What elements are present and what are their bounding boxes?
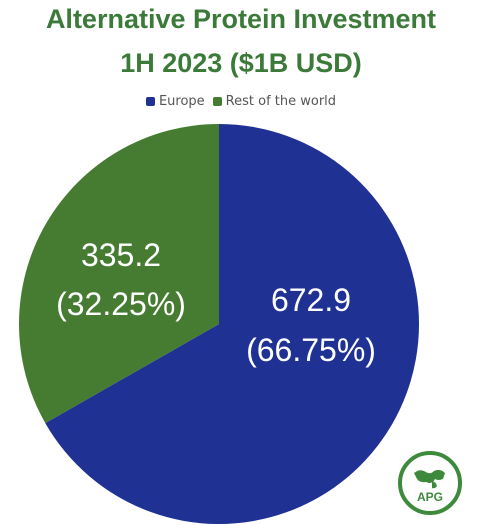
chart-legend: Europe Rest of the world [0, 94, 482, 109]
legend-item-rest-of-world: Rest of the world [212, 94, 337, 109]
chart-title-line-1: Alternative Protein Investment [45, 4, 437, 34]
logo-text: APG [417, 490, 443, 504]
slice-percent-label-rest-of-world: (32.25%) [56, 286, 186, 322]
chart-title-line-2: 1H 2023 ($1B USD) [120, 48, 362, 78]
apg-logo-icon: APG [398, 451, 462, 515]
pie-labels: 672.9 (66.75%) 335.2 (32.25%) [56, 237, 376, 368]
pie-slice-europe [45, 124, 419, 524]
legend-label-rest-of-world: Rest of the world [225, 94, 337, 109]
legend-swatch-rest-of-world [212, 97, 222, 106]
slice-value-label-europe: 672.9 [271, 282, 351, 318]
legend-label-europe: Europe [158, 94, 205, 109]
legend-item-europe: Europe [145, 94, 205, 109]
pie-slices [18, 124, 419, 524]
slice-value-label-rest-of-world: 335.2 [81, 237, 161, 273]
slice-percent-label-europe: (66.75%) [246, 332, 376, 368]
pie-slice-rest-of-the-world [18, 124, 220, 424]
legend-swatch-europe [145, 97, 155, 106]
